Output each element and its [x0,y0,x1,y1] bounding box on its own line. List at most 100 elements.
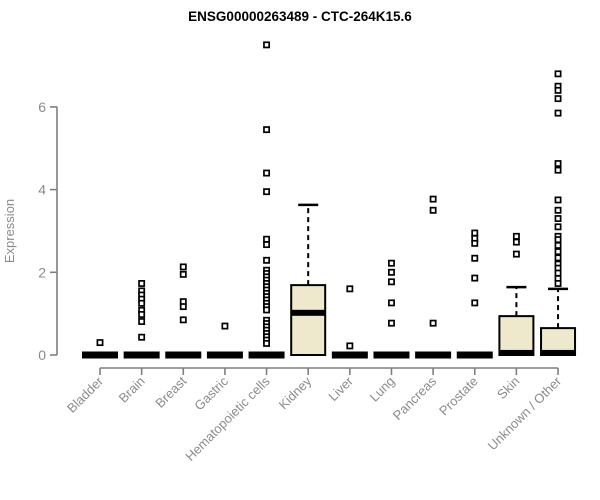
outlier-point [471,254,479,262]
outlier-point [554,215,562,222]
outlier-point [471,299,479,307]
outlier-point [221,322,229,330]
x-tick-label-brain: Brain [116,374,148,406]
outlier-point [263,235,271,243]
outlier-point [554,160,562,167]
x-tick-label-lung: Lung [367,374,398,405]
collapsed-box [248,351,285,359]
collapsed-box [82,351,118,359]
outlier-point [263,169,271,177]
outlier-point [554,269,562,277]
outlier-point [179,270,187,278]
y-axis-title: Expression [2,199,17,263]
y-tick-label-0: 0 [38,347,46,363]
median-line [541,349,576,356]
collapsed-box [206,351,243,359]
x-tick-label-prostate: Prostate [436,374,481,419]
outlier-point [138,318,146,325]
x-tick-label-gastric: Gastric [191,373,231,413]
outlier-point [263,41,271,49]
outlier-point [554,248,562,256]
outlier-point [554,166,562,174]
y-tick-label-6: 6 [38,99,46,115]
x-tick-label-liver: Liver [325,373,356,404]
chart-title: ENSG00000263489 - CTC-264K15.6 [188,9,412,24]
outlier-point [346,285,354,293]
boxplots [82,41,577,359]
outlier-point [471,239,479,247]
outlier-point [471,229,479,237]
outlier-point [179,316,187,324]
boxplot-brain [123,280,160,359]
outlier-point [179,303,187,311]
boxplot-unknown-other [540,70,577,356]
x-tick-label-skin: Skin [494,374,522,402]
collapsed-box [456,351,493,359]
outlier-point [512,232,520,240]
outlier-point [263,188,271,196]
outlier-point [179,263,187,271]
outlier-point [96,339,104,347]
y-tick-label-4: 4 [38,182,46,198]
boxplot-pancreas [415,195,452,359]
outlier-point [554,254,562,262]
x-tick-label-breast: Breast [152,373,189,410]
median-line [291,309,326,316]
outlier-point [429,195,437,203]
outlier-point [263,339,271,347]
outlier-point [554,86,562,94]
boxplot-bladder [82,339,118,359]
y-tick-label-2: 2 [38,264,46,280]
boxplot-breast [165,263,202,359]
x-tick-label-bladder: Bladder [64,373,107,416]
outlier-point [388,259,395,267]
outlier-point [554,206,562,214]
outlier-point [388,268,395,276]
outlier-point [263,241,271,249]
collapsed-box [415,351,452,359]
outlier-point [263,256,271,264]
boxplot-lung [373,259,410,359]
collapsed-box [123,351,160,359]
x-tick-label-kidney: Kidney [276,373,315,412]
outlier-point [554,95,562,103]
collapsed-box [331,351,368,359]
outlier-point [388,299,395,307]
x-tick-label-unknown-other: Unknown / Other [485,373,565,453]
outlier-point [138,280,146,287]
boxplot-gastric [206,322,243,359]
outlier-point [263,306,271,314]
outlier-point [388,278,395,286]
boxplot-kidney [290,203,327,356]
boxplot-prostate [456,229,493,359]
outlier-point [554,109,562,117]
outlier-point [554,236,562,244]
box [498,315,535,357]
outlier-point [429,206,437,214]
outlier-point [512,238,520,246]
collapsed-box [373,351,410,359]
outlier-point [138,311,146,318]
collapsed-box [165,351,202,359]
outlier-point [471,274,479,282]
boxplot-liver [331,285,368,359]
outlier-point [138,333,146,341]
outlier-point [429,319,437,327]
outlier-point [512,250,520,258]
outlier-point [554,280,562,287]
outlier-point [554,241,562,249]
outlier-point [263,126,271,134]
x-tick-label-pancreas: Pancreas [390,373,440,423]
box [290,284,327,356]
boxplot-skin [498,232,535,357]
outlier-point [554,196,562,204]
outlier-point [554,223,562,231]
outlier-point [554,70,562,78]
outlier-point [346,342,354,350]
outlier-point [388,319,395,327]
median-line [499,349,534,356]
boxplot-hematopoietic-cells [248,41,285,359]
